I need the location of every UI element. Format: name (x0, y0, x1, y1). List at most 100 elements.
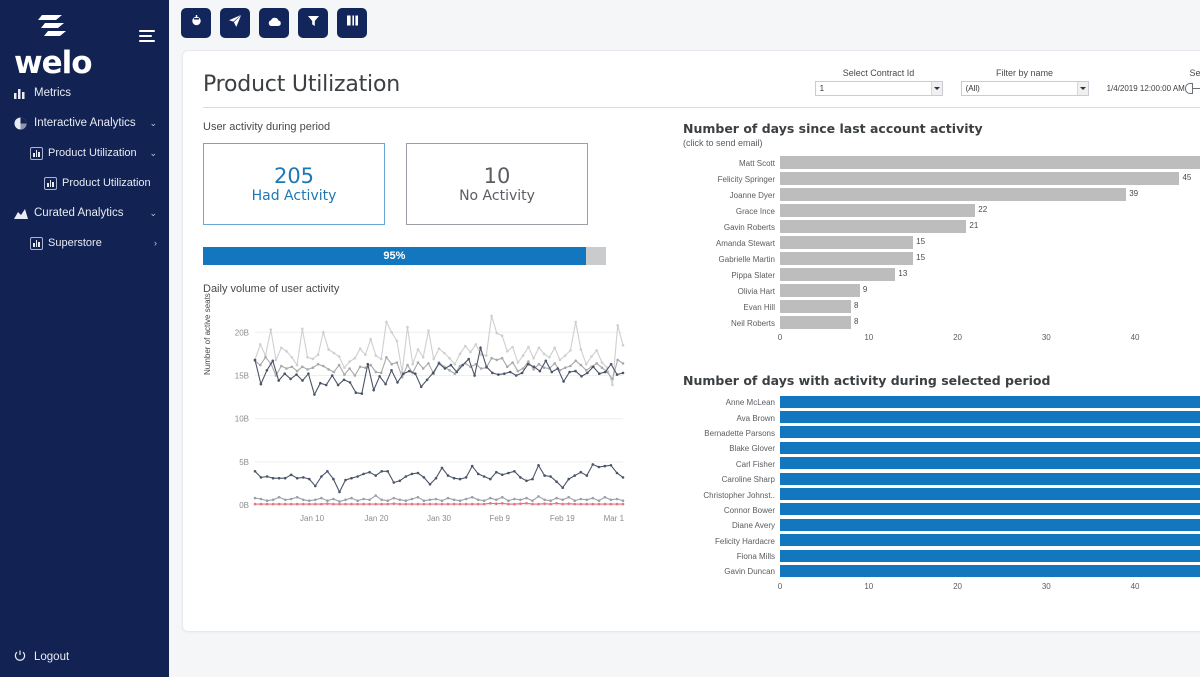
name-filter: Filter by name (All) (960, 68, 1089, 96)
pie-chart-icon (14, 117, 34, 130)
bar-fill[interactable] (780, 564, 1200, 577)
table-row[interactable]: Gavin Duncan 60 (683, 564, 1200, 579)
sidebar-item-superstore[interactable]: Superstore › (0, 228, 169, 258)
bar-fill[interactable] (780, 488, 1200, 501)
bar-fill[interactable] (780, 426, 1200, 439)
table-row[interactable]: Neil Roberts 8 (683, 315, 1200, 331)
bar-fill[interactable] (780, 457, 1200, 470)
kpi-had-activity[interactable]: 205 Had Activity (203, 143, 385, 225)
table-row[interactable]: Christopher Johnst.. 60 (683, 487, 1200, 502)
bar-track: 8 (780, 316, 1200, 330)
date-slider-track[interactable] (1192, 88, 1200, 89)
columns-icon (346, 14, 359, 32)
sidebar-item-curated-analytics[interactable]: Curated Analytics ⌄ (0, 198, 169, 228)
logout-button[interactable]: Logout (0, 637, 169, 677)
bar-fill[interactable] (780, 472, 1200, 485)
date-period-filter: Select date period 1/4/2019 12:00:00 AM … (1107, 68, 1200, 96)
bar-label: Grace Ince (735, 206, 775, 216)
bar-fill[interactable] (780, 220, 967, 233)
bar-track: 60 (780, 426, 1200, 440)
chevron-right-icon[interactable]: › (154, 238, 157, 248)
table-row[interactable]: Amanda Stewart 15 (683, 235, 1200, 251)
table-row[interactable]: Evan Hill 8 (683, 299, 1200, 315)
bar-fill[interactable] (780, 503, 1200, 516)
bar-fill[interactable] (780, 300, 851, 313)
bar-fill[interactable] (780, 411, 1200, 424)
contract-select[interactable]: 1 (814, 81, 943, 96)
date-slider-handle-left[interactable] (1184, 83, 1193, 94)
filter-button[interactable] (298, 8, 328, 38)
table-row[interactable]: Grace Ince 22 (683, 203, 1200, 219)
table-row[interactable]: Carl Fisher 60 (683, 457, 1200, 472)
logo[interactable]: welo (14, 12, 118, 79)
table-row[interactable]: Fiona Mills 60 (683, 549, 1200, 564)
svg-text:5B: 5B (239, 458, 249, 467)
bar-fill[interactable] (780, 441, 1200, 454)
table-row[interactable]: Ava Brown 60 (683, 410, 1200, 425)
revert-button[interactable] (181, 8, 211, 38)
chevron-down-icon[interactable] (1076, 82, 1088, 95)
funnel-icon (307, 14, 320, 32)
axis-tick: 10 (864, 581, 874, 591)
bar-fill[interactable] (780, 518, 1200, 531)
table-row[interactable]: Olivia Hart 9 (683, 283, 1200, 299)
table-row[interactable]: Diane Avery 60 (683, 518, 1200, 533)
table-row[interactable]: Joanne Dyer 39 (683, 187, 1200, 203)
bar-label: Connor Bower (723, 505, 775, 515)
bar-fill[interactable] (780, 268, 896, 281)
bar-track: 22 (780, 204, 1200, 218)
table-row[interactable]: Bernadette Parsons 60 (683, 426, 1200, 441)
download-button[interactable] (259, 8, 289, 38)
table-row[interactable]: Caroline Sharp 60 (683, 472, 1200, 487)
hamburger-icon[interactable] (139, 30, 155, 42)
svg-text:Jan 30: Jan 30 (427, 514, 452, 523)
table-row[interactable]: Gabrielle Martin 15 (683, 251, 1200, 267)
chevron-down-icon[interactable] (930, 82, 942, 95)
days-with-activity-chart[interactable]: Anne McLean60Ava Brown60Bernadette Parso… (683, 395, 1200, 596)
sidebar-item-metrics[interactable]: Metrics (0, 78, 169, 108)
bar-label: Pippa Slater (731, 270, 775, 280)
table-row[interactable]: Felicity Springer 45 (683, 171, 1200, 187)
svg-text:Feb 9: Feb 9 (489, 514, 510, 523)
bar-label: Neil Roberts (730, 318, 775, 328)
kpi-no-activity[interactable]: 10 No Activity (406, 143, 588, 225)
layout-button[interactable] (337, 8, 367, 38)
bar-track: 60 (780, 564, 1200, 579)
axis-tick: 40 (1130, 581, 1140, 591)
name-select[interactable]: (All) (960, 81, 1089, 96)
table-row[interactable]: Gavin Roberts 21 (683, 219, 1200, 235)
bar-fill[interactable] (780, 534, 1200, 547)
bar-fill[interactable] (780, 188, 1127, 201)
table-row[interactable]: Connor Bower 60 (683, 503, 1200, 518)
chevron-down-icon[interactable]: ⌄ (149, 147, 157, 158)
bar-label: Olivia Hart (737, 286, 775, 296)
table-row[interactable]: Pippa Slater 13 (683, 267, 1200, 283)
chevron-down-icon[interactable]: ⌄ (149, 117, 157, 128)
date-range-slider[interactable]: 1/4/2019 12:00:00 AM 3/4/2019 11:59:00 P… (1107, 81, 1200, 96)
daily-volume-line-chart[interactable]: Number of active seats 0B 5B 10B 15B 20B Jan … (203, 293, 633, 538)
table-row[interactable]: Felicity Hardacre 60 (683, 534, 1200, 549)
bar-label: Joanne Dyer (729, 190, 775, 200)
bar-fill[interactable] (780, 204, 976, 217)
table-row[interactable]: Matt Scott 59 (683, 155, 1200, 171)
bar-fill[interactable] (780, 284, 860, 297)
bar-fill[interactable] (780, 252, 914, 265)
sidebar-item-label: Curated Analytics (34, 207, 124, 219)
days-since-activity-chart[interactable]: Matt Scott 59 Felicity Springer 45 Joanne Dy… (683, 155, 1200, 347)
table-row[interactable]: Blake Glover 60 (683, 441, 1200, 456)
bar-fill[interactable] (780, 156, 1200, 169)
bar-fill[interactable] (780, 172, 1180, 185)
sidebar-item-label: Metrics (34, 87, 72, 99)
bar-fill[interactable] (780, 316, 851, 329)
share-button[interactable] (220, 8, 250, 38)
bar-fill[interactable] (780, 236, 914, 249)
bar-fill[interactable] (780, 395, 1200, 408)
table-row[interactable]: Anne McLean 60 (683, 395, 1200, 410)
sidebar-item-product-utilization-group[interactable]: Product Utilization ⌄ (0, 138, 169, 168)
bar-chart-1-title: Number of days since last account activi… (683, 121, 983, 136)
sidebar-item-product-utilization[interactable]: Product Utilization (0, 168, 169, 198)
sidebar-item-interactive-analytics[interactable]: Interactive Analytics ⌄ (0, 108, 169, 138)
chevron-down-icon[interactable]: ⌄ (149, 207, 157, 218)
line-chart-title: Daily volume of user activity (203, 283, 340, 295)
bar-fill[interactable] (780, 549, 1200, 562)
